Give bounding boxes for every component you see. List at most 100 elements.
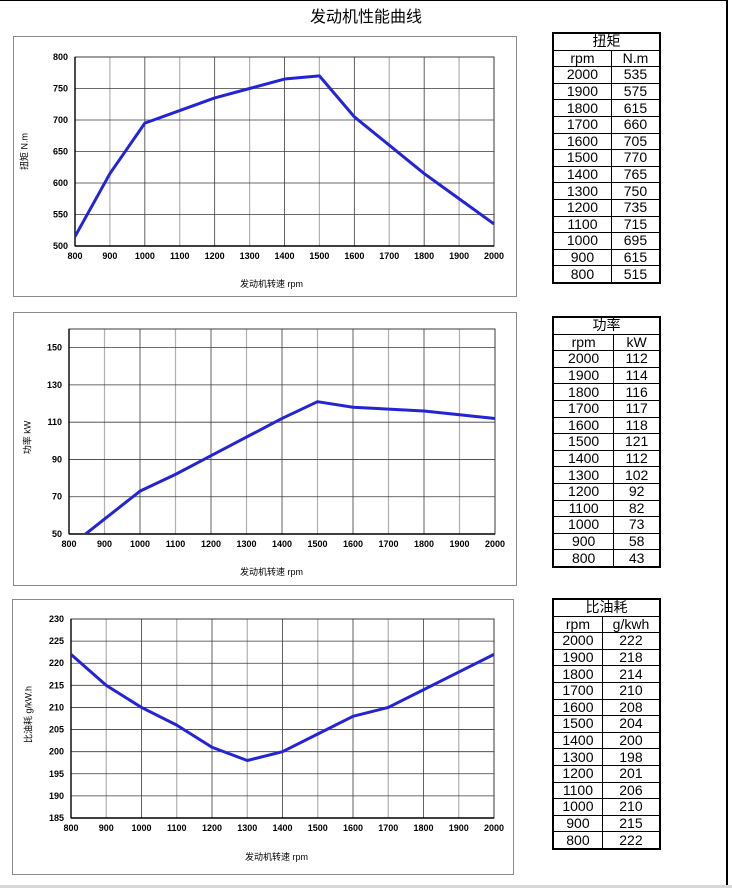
value-cell: 200 (601, 731, 661, 750)
rpm-cell: 1300 (552, 748, 603, 766)
x-tick-label: 1500 (307, 539, 327, 549)
torque-table-row: 1100 715 (552, 215, 661, 234)
bsfc-table-row: 1100 206 (552, 781, 661, 800)
y-tick-label: 50 (52, 529, 62, 539)
power-table-title: 功率 (552, 316, 661, 335)
power-y-axis-title: 功率 kW (22, 420, 33, 455)
power-table-row: 1400 112 (552, 449, 661, 468)
y-tick-label: 550 (53, 210, 68, 220)
bsfc-x-axis-title: 发动机转速 rpm (245, 852, 309, 862)
power-table-row: 1800 116 (552, 383, 661, 401)
power-table-row: 800 43 (552, 549, 661, 568)
y-tick-label: 185 (49, 813, 64, 823)
bsfc-table-row: 1000 210 (552, 798, 661, 816)
bsfc-table-header-rpm: rpm (552, 615, 603, 634)
rpm-cell: 1000 (552, 232, 612, 250)
torque-table-row: 1500 770 (552, 149, 661, 167)
torque-y-axis-title: 扭矩 N.m (19, 133, 30, 170)
rpm-cell: 1600 (552, 698, 603, 717)
value-cell: 535 (610, 66, 661, 84)
value-cell: 222 (601, 831, 661, 850)
x-tick-label: 2000 (485, 539, 505, 549)
rpm-cell: 2000 (552, 66, 612, 84)
bsfc-table-row: 1400 200 (552, 731, 661, 750)
x-tick-label: 1900 (449, 251, 469, 261)
y-tick-label: 750 (53, 84, 68, 94)
x-tick-label: 2000 (484, 823, 504, 833)
x-tick-label: 1200 (201, 539, 221, 549)
value-cell: 43 (613, 549, 661, 568)
page-title: 发动机性能曲线 (309, 9, 422, 26)
y-tick-label: 700 (53, 115, 68, 125)
bsfc-table-row: 2000 222 (552, 632, 661, 650)
torque-table: 扭矩 rpm N.m 2000 535 1900 575 1800 615 1700 660 16… (552, 32, 661, 284)
rpm-cell: 1700 (552, 681, 603, 700)
torque-data-line (75, 74, 495, 238)
power-table-row: 1200 92 (552, 482, 661, 501)
x-tick-label: 1800 (414, 539, 434, 549)
rpm-cell: 1700 (552, 115, 612, 134)
power-table-row: 900 58 (552, 532, 661, 551)
y-tick-label: 70 (52, 492, 62, 502)
x-tick-label: 1400 (272, 539, 292, 549)
rpm-cell: 1300 (552, 466, 615, 484)
power-chart: 800 900 1000 1100 1200 1300 1400 1500 1600 1700 18… (13, 312, 517, 586)
x-tick-label: 1100 (167, 823, 187, 833)
x-tick-label: 1900 (449, 539, 469, 549)
y-tick-label: 130 (47, 380, 62, 390)
torque-table-row: 1400 765 (552, 165, 661, 184)
rpm-cell: 1900 (552, 366, 615, 385)
value-cell: 198 (601, 748, 661, 766)
x-tick-label: 1600 (343, 539, 363, 549)
y-tick-label: 110 (47, 417, 62, 427)
y-tick-label: 215 (49, 680, 64, 690)
power-table-row: 1100 82 (552, 499, 661, 518)
torque-table-title: 扭矩 (552, 32, 661, 51)
rpm-cell: 1100 (552, 781, 603, 800)
value-cell: 82 (613, 499, 661, 518)
power-table-row: 1700 117 (552, 399, 661, 418)
value-cell: 112 (613, 350, 661, 368)
bsfc-y-axis-title: 比油耗 g/kW.h (23, 686, 34, 744)
bsfc-table-row: 900 215 (552, 814, 661, 833)
rpm-cell: 1000 (552, 516, 615, 534)
rpm-cell: 900 (552, 248, 612, 267)
power-table: 功率 rpm kW 2000 112 1900 114 1800 116 1700 117 160… (552, 316, 661, 568)
value-cell: 92 (613, 482, 661, 501)
x-tick-label: 900 (99, 823, 114, 833)
rpm-cell: 1500 (552, 149, 612, 167)
y-tick-label: 90 (52, 454, 62, 464)
bsfc-data-line (71, 653, 495, 763)
bsfc-table-row: 800 222 (552, 831, 661, 850)
x-tick-label: 1500 (308, 823, 328, 833)
value-cell: 210 (601, 681, 661, 700)
power-table-row: 1500 121 (552, 433, 661, 451)
torque-table-header-rpm: rpm (552, 49, 612, 68)
x-tick-label: 800 (67, 251, 82, 261)
rpm-cell: 1100 (552, 499, 615, 518)
y-tick-label: 220 (49, 658, 64, 668)
rpm-cell: 1600 (552, 416, 615, 435)
rpm-cell: 1400 (552, 165, 612, 184)
y-tick-label: 205 (49, 725, 64, 735)
x-tick-label: 1700 (379, 251, 399, 261)
bsfc-table: 比油耗 rpm g/kwh 2000 222 1900 218 1800 214 1700 21… (552, 598, 661, 850)
x-tick-label: 1300 (237, 823, 257, 833)
x-tick-label: 1300 (240, 251, 260, 261)
x-tick-label: 1800 (414, 251, 434, 261)
y-tick-label: 150 (47, 343, 62, 353)
value-cell: 735 (610, 198, 661, 217)
value-cell: 102 (613, 466, 661, 484)
power-x-axis-title: 发动机转速 rpm (240, 567, 304, 577)
rpm-cell: 2000 (552, 632, 603, 650)
rpm-cell: 1600 (552, 132, 612, 151)
rpm-cell: 1500 (552, 715, 603, 733)
torque-table-row: 900 615 (552, 248, 661, 267)
bsfc-table-row: 1600 208 (552, 698, 661, 717)
y-tick-label: 600 (53, 178, 68, 188)
rpm-cell: 1200 (552, 764, 603, 783)
value-cell: 222 (601, 632, 661, 650)
value-cell: 215 (601, 814, 661, 833)
rpm-cell: 2000 (552, 350, 615, 368)
